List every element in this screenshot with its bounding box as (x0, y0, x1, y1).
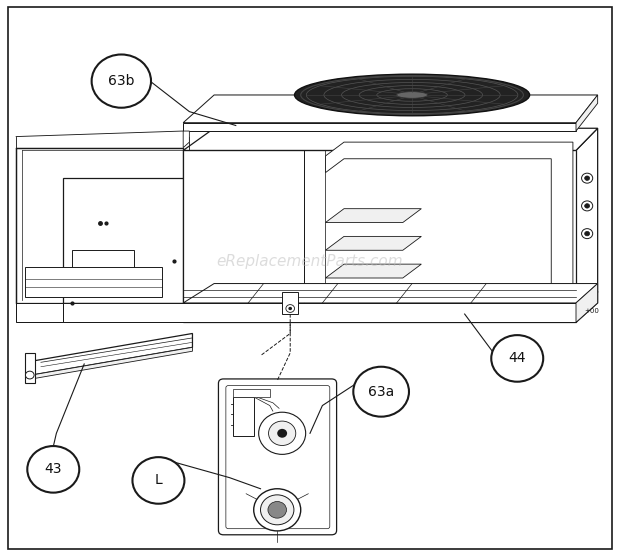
Polygon shape (326, 236, 422, 250)
Circle shape (582, 229, 593, 239)
Polygon shape (16, 148, 183, 303)
FancyBboxPatch shape (226, 386, 330, 529)
Text: eReplacementParts.com: eReplacementParts.com (216, 254, 404, 269)
Polygon shape (183, 151, 576, 322)
Polygon shape (32, 334, 192, 375)
FancyBboxPatch shape (232, 389, 270, 397)
Circle shape (25, 371, 34, 379)
Polygon shape (183, 95, 598, 123)
Polygon shape (183, 284, 598, 303)
Polygon shape (32, 348, 192, 379)
Text: 63b: 63b (108, 74, 135, 88)
Circle shape (268, 502, 286, 518)
Circle shape (288, 307, 292, 310)
Circle shape (582, 201, 593, 211)
Polygon shape (16, 303, 183, 322)
Circle shape (277, 429, 287, 438)
Text: 63a: 63a (368, 385, 394, 399)
Circle shape (491, 335, 543, 382)
Circle shape (133, 457, 184, 504)
Ellipse shape (294, 74, 529, 116)
Polygon shape (183, 131, 189, 148)
FancyBboxPatch shape (218, 379, 337, 535)
Text: 44: 44 (508, 351, 526, 365)
FancyBboxPatch shape (232, 397, 254, 436)
Circle shape (286, 305, 294, 312)
Text: 43: 43 (45, 463, 62, 476)
Circle shape (92, 54, 151, 108)
Text: L: L (154, 473, 162, 488)
Polygon shape (63, 178, 183, 303)
Circle shape (582, 173, 593, 183)
FancyBboxPatch shape (25, 267, 162, 297)
Circle shape (585, 231, 590, 236)
Polygon shape (25, 353, 35, 384)
Circle shape (353, 367, 409, 416)
Circle shape (27, 446, 79, 493)
Polygon shape (183, 123, 576, 131)
Polygon shape (326, 142, 573, 317)
Circle shape (254, 489, 301, 531)
Circle shape (585, 203, 590, 208)
Circle shape (268, 421, 296, 445)
Polygon shape (576, 128, 598, 322)
Polygon shape (63, 303, 576, 322)
Polygon shape (326, 264, 422, 278)
FancyBboxPatch shape (72, 250, 134, 292)
Polygon shape (576, 284, 598, 322)
Polygon shape (326, 208, 422, 222)
Circle shape (259, 412, 306, 454)
Ellipse shape (397, 92, 428, 98)
Polygon shape (576, 95, 598, 131)
Text: +00: +00 (584, 308, 599, 314)
FancyBboxPatch shape (282, 292, 298, 314)
Circle shape (260, 495, 294, 525)
Circle shape (585, 176, 590, 180)
Polygon shape (183, 128, 598, 151)
